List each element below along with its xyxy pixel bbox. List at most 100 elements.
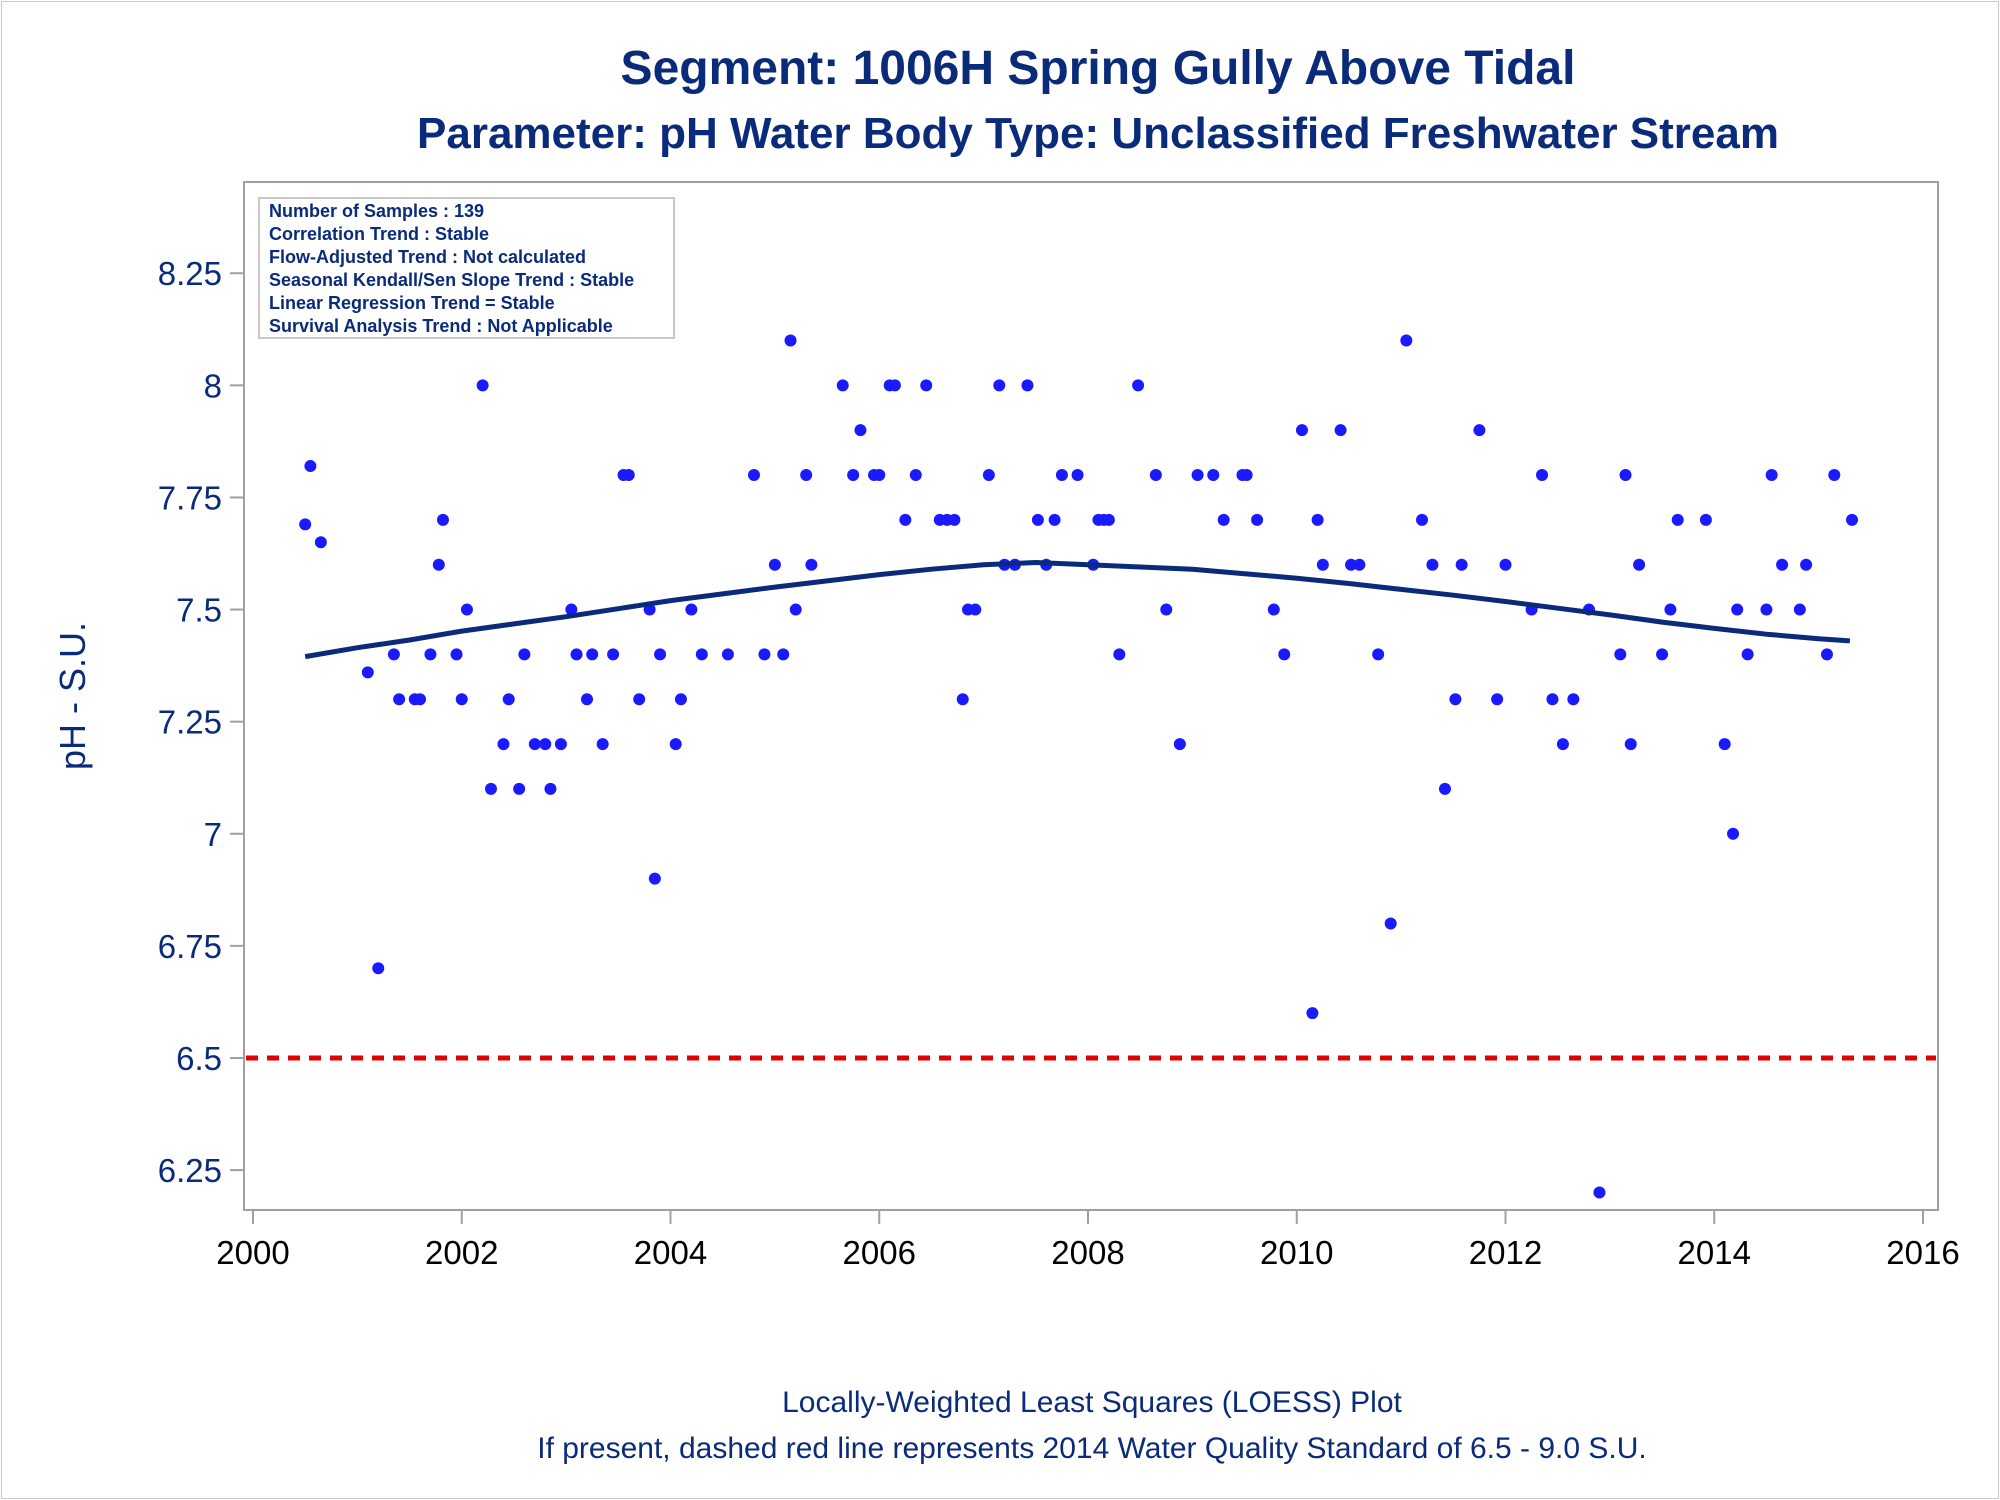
data-point [748, 469, 760, 482]
stats-box-border [258, 197, 675, 339]
data-point [1671, 513, 1684, 526]
data-point [1267, 603, 1280, 616]
data-point [554, 738, 567, 751]
data-point [1727, 827, 1740, 840]
data-point [393, 693, 406, 706]
data-point [1384, 917, 1397, 930]
data-point [1416, 513, 1428, 526]
data-point [888, 379, 901, 392]
data-point [685, 603, 698, 616]
y-axis: 6.25 6.5 6.75 7 7.25 7.5 7.75 8 8.25 [158, 255, 244, 1189]
data-point [436, 513, 449, 526]
data-point [1173, 738, 1186, 751]
data-point [909, 469, 922, 482]
data-point [1311, 513, 1324, 526]
data-point [648, 872, 661, 885]
data-point [1372, 648, 1385, 661]
data-point [1455, 558, 1468, 571]
y-tick-label: 8.25 [158, 255, 222, 292]
x-tick-label: 2016 [1886, 1234, 1959, 1271]
y-tick-label: 7.25 [158, 704, 222, 741]
stats-flow-adjusted-trend: Flow-Adjusted Trend : Not calculated [269, 247, 586, 267]
data-point [1846, 513, 1859, 526]
data-point [1071, 469, 1084, 482]
data-point [1449, 693, 1462, 706]
data-point [784, 334, 797, 347]
stats-linear-regression-trend: Linear Regression Trend = Stable [269, 293, 555, 313]
data-point [777, 648, 790, 661]
footnote-standard: If present, dashed red line represents 2… [537, 1432, 1647, 1465]
data-point [1765, 469, 1778, 482]
data-point [586, 648, 599, 661]
data-point [1664, 603, 1677, 616]
data-point [1556, 738, 1569, 751]
data-point [1438, 782, 1451, 795]
data-point [596, 738, 609, 751]
data-point [800, 469, 813, 482]
x-tick-label: 2010 [1260, 1234, 1333, 1271]
data-point [948, 513, 961, 526]
data-point [299, 518, 312, 531]
data-point [956, 693, 969, 706]
data-point [899, 513, 912, 526]
data-point [1055, 469, 1068, 482]
data-point [1251, 513, 1264, 526]
data-point [1800, 558, 1813, 571]
stats-sample-count: Number of Samples : 139 [269, 201, 484, 221]
data-point [1426, 558, 1439, 571]
data-point [1102, 513, 1115, 526]
data-point [570, 648, 583, 661]
x-axis: 2000 2002 2004 2006 2008 2010 2012 2014 2016 [216, 1210, 1960, 1271]
data-point [920, 379, 933, 392]
y-tick-label: 6.75 [158, 928, 222, 965]
data-point [1593, 1186, 1606, 1199]
data-point [497, 738, 510, 751]
data-point [581, 693, 593, 706]
data-point [1624, 738, 1637, 751]
data-point [1207, 469, 1220, 482]
data-point [1633, 558, 1646, 571]
data-point [476, 379, 489, 392]
data-point [372, 962, 385, 975]
data-point [669, 738, 682, 751]
data-point [1741, 648, 1754, 661]
data-point [450, 648, 463, 661]
data-point [1345, 558, 1358, 571]
plot-area [243, 181, 1939, 1211]
data-point [1149, 469, 1162, 482]
loess-curve [304, 560, 1851, 660]
data-point [1316, 558, 1329, 571]
data-point [1491, 693, 1504, 706]
data-point [1021, 379, 1034, 392]
data-point [1278, 648, 1291, 661]
data-point [654, 648, 667, 661]
data-point [1828, 469, 1841, 482]
data-point [1306, 1007, 1319, 1020]
data-point [1031, 513, 1044, 526]
data-point [387, 648, 400, 661]
data-point [361, 666, 374, 679]
data-point [565, 603, 578, 616]
stats-survival-analysis-trend: Survival Analysis Trend : Not Applicable [269, 316, 613, 336]
data-point [607, 648, 620, 661]
data-point [1699, 513, 1712, 526]
y-tick-label: 7 [204, 816, 222, 853]
y-tick-label: 7.75 [158, 479, 222, 516]
data-point [544, 782, 557, 795]
data-point [518, 648, 531, 661]
data-point [1731, 603, 1744, 616]
data-point [455, 693, 468, 706]
data-point [1473, 424, 1486, 437]
data-point [982, 469, 995, 482]
data-point [1760, 603, 1773, 616]
data-point [432, 558, 445, 571]
data-point [1656, 648, 1669, 661]
data-point [758, 648, 771, 661]
y-tick-label: 7.5 [176, 592, 222, 629]
data-point [314, 536, 327, 549]
x-tick-label: 2000 [216, 1234, 289, 1271]
x-tick-label: 2002 [425, 1234, 498, 1271]
y-axis-label: pH - S.U. [52, 622, 93, 770]
data-point [768, 558, 781, 571]
